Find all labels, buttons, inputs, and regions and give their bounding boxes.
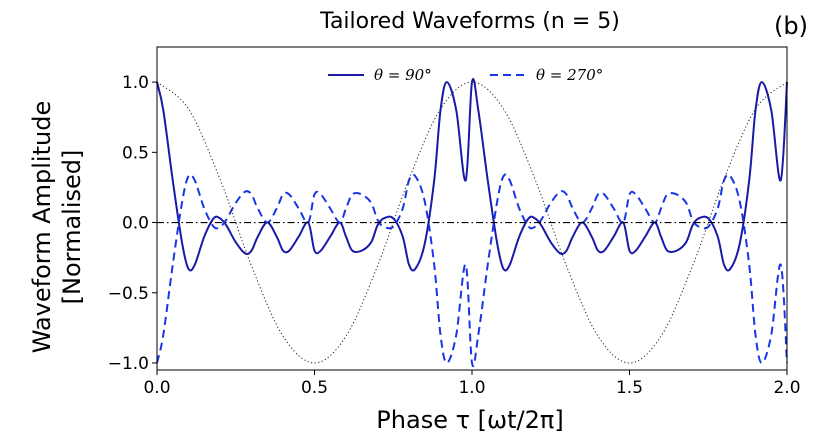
y-tick-label: 0.5 bbox=[122, 143, 149, 163]
panel-label: (b) bbox=[774, 12, 808, 40]
legend-entry-label: θ = 270° bbox=[536, 66, 603, 84]
y-tick-label: −0.5 bbox=[108, 284, 149, 304]
legend: θ = 90° θ = 270° bbox=[328, 66, 603, 84]
x-tick-label: 0.5 bbox=[301, 378, 328, 398]
series-line-dotted bbox=[156, 81, 788, 364]
y-axis-label-line1: Waveform Amplitude bbox=[28, 101, 56, 353]
axes-border bbox=[156, 46, 788, 371]
y-tick-label: 1.0 bbox=[122, 73, 149, 93]
y-axis-label-line2: [Normalised] bbox=[58, 150, 86, 305]
x-tick-label: 1.0 bbox=[458, 378, 485, 398]
y-tick-label: −1.0 bbox=[108, 354, 149, 374]
ticks: 0.0 0.5 1.0 1.5 2.0 −1.0 −0.5 0.0 0.5 1.0 bbox=[108, 73, 801, 398]
x-tick-label: 1.5 bbox=[616, 378, 643, 398]
axes-frame bbox=[156, 46, 788, 371]
y-tick-label: 0.0 bbox=[122, 214, 149, 234]
series-line-solid bbox=[156, 78, 788, 272]
series-line-dashed bbox=[156, 173, 788, 367]
series-layer bbox=[156, 78, 788, 367]
x-axis-label: Phase τ [ωt/2π] bbox=[376, 406, 563, 434]
chart-title: Tailored Waveforms (n = 5) bbox=[319, 9, 620, 34]
legend-entry-label: θ = 90° bbox=[374, 66, 432, 84]
x-tick-label: 2.0 bbox=[773, 378, 800, 398]
x-tick-label: 0.0 bbox=[143, 378, 170, 398]
